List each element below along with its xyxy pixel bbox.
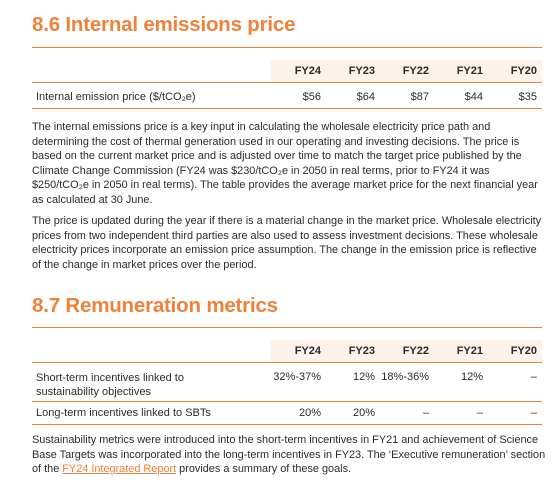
column-header-fy22: FY22 bbox=[402, 65, 429, 77]
internal-emissions-price-table: FY24 FY23 FY22 FY21 FY20 Internal emissi… bbox=[32, 60, 542, 109]
cell-fy21: $44 bbox=[464, 91, 483, 103]
paragraph-emissions-price-input: The internal emissions price is a key in… bbox=[32, 121, 538, 206]
table-row-rule bbox=[32, 401, 542, 402]
cell-fy21: – bbox=[476, 407, 483, 419]
column-header-fy20: FY20 bbox=[510, 65, 537, 77]
section-heading-internal-emissions-price: 8.6 Internal emissions price bbox=[32, 13, 296, 36]
cell-fy22: – bbox=[422, 407, 429, 419]
column-header-fy21: FY21 bbox=[456, 345, 483, 357]
cell-fy20: – bbox=[530, 371, 537, 383]
cell-fy23: 12% bbox=[352, 371, 375, 383]
table-row-rule bbox=[32, 108, 542, 109]
row-label-internal-emission-price: Internal emission price ($/tCO₂e) bbox=[36, 91, 196, 103]
column-header-fy24: FY24 bbox=[294, 345, 321, 357]
paragraph-text: provides a summary of these goals. bbox=[176, 463, 352, 476]
cell-fy24: $56 bbox=[302, 91, 321, 103]
cell-fy23: $64 bbox=[356, 91, 375, 103]
column-header-fy23: FY23 bbox=[348, 345, 375, 357]
cell-fy22: $87 bbox=[410, 91, 429, 103]
paragraph-text: Sustainability metrics were introduced i… bbox=[32, 434, 546, 476]
section-divider bbox=[32, 327, 542, 328]
cell-fy22: 18%-36% bbox=[381, 371, 429, 383]
paragraph-sustainability-metrics: Sustainability metrics were introduced i… bbox=[32, 433, 547, 477]
cell-fy20: $35 bbox=[518, 91, 537, 103]
column-header-fy24: FY24 bbox=[294, 65, 321, 77]
integrated-report-link[interactable]: FY24 Integrated Report bbox=[62, 463, 177, 476]
table-header-rule bbox=[32, 362, 542, 363]
cell-fy21: 12% bbox=[460, 371, 483, 383]
column-header-fy21: FY21 bbox=[456, 65, 483, 77]
cell-fy20: – bbox=[530, 407, 537, 419]
row-label-short-term-incentives: Short-term incentives linked to sustaina… bbox=[36, 372, 184, 398]
row-label-long-term-incentives: Long-term incentives linked to SBTs bbox=[36, 407, 211, 419]
paragraph-emissions-price-update: The price is updated during the year if … bbox=[32, 215, 542, 271]
cell-fy24: 20% bbox=[298, 407, 321, 419]
section-heading-remuneration-metrics: 8.7 Remuneration metrics bbox=[32, 294, 278, 317]
column-header-fy20: FY20 bbox=[510, 345, 537, 357]
table-header-band bbox=[271, 340, 542, 362]
table-header-band bbox=[271, 60, 542, 82]
section-divider bbox=[32, 47, 542, 48]
cell-fy24: 32%-37% bbox=[273, 371, 321, 383]
table-header-rule bbox=[32, 82, 542, 83]
table-row-rule bbox=[32, 424, 542, 425]
column-header-fy22: FY22 bbox=[402, 345, 429, 357]
column-header-fy23: FY23 bbox=[348, 65, 375, 77]
cell-fy23: 20% bbox=[352, 407, 375, 419]
remuneration-metrics-table: FY24 FY23 FY22 FY21 FY20 Short-term ince… bbox=[32, 340, 542, 425]
